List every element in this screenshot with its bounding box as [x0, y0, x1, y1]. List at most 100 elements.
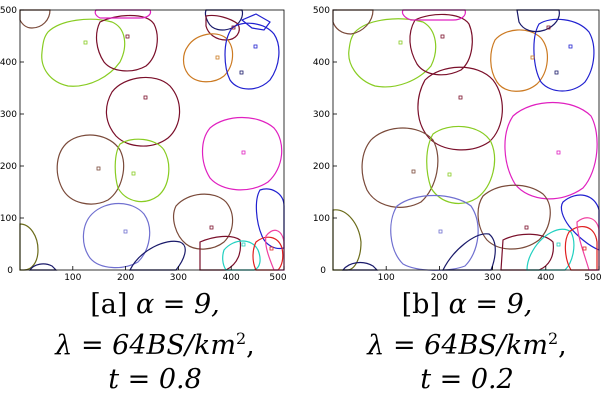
panel-a-caption-line2: λ = 64BS/km2,	[10, 322, 300, 363]
cell-outline	[390, 194, 479, 271]
x-tick-label: 200	[431, 273, 448, 283]
panel-b-alpha: α = 9,	[448, 289, 533, 320]
cell-outline	[361, 127, 439, 208]
cell-outline	[560, 194, 600, 251]
site-marker	[447, 172, 452, 177]
panel-a-axes-frame	[19, 9, 285, 271]
cell-outline	[332, 209, 362, 271]
site-marker	[398, 40, 403, 45]
site-marker	[241, 242, 246, 247]
panel-b-lambda-comma: ,	[558, 330, 567, 361]
cell-outline	[204, 9, 244, 31]
panel-a-cells	[19, 9, 285, 271]
cell-outline	[173, 193, 234, 250]
site-marker	[125, 34, 130, 39]
panel-b-caption: [b] α = 9, λ = 64BS/km2, t = 0.2	[322, 288, 603, 397]
panel-b: 100 200 300 400 500 0 100 200 300 400 500	[313, 6, 602, 283]
x-tick-label: 500	[269, 273, 286, 283]
panel-a: 100 200 300 400 500 0 100 200 300 400 500	[0, 6, 287, 283]
cell-outline	[105, 76, 181, 147]
cell-outline	[332, 9, 374, 35]
y-tick-label: 200	[0, 162, 17, 172]
cell-outline	[348, 18, 437, 88]
panel-b-lambda: λ = 64BS/km	[367, 330, 548, 361]
cell-outline	[426, 125, 496, 205]
site-marker	[524, 225, 529, 230]
x-tick-label: 300	[484, 273, 501, 283]
panel-a-caption-line3: t = 0.8	[10, 363, 300, 397]
panel-a-sites	[83, 25, 274, 251]
cell-outline	[500, 233, 554, 271]
cell-outline	[19, 223, 39, 271]
site-marker	[554, 70, 559, 75]
cell-outline	[252, 236, 284, 271]
origin-label: 0	[7, 266, 13, 276]
x-tick-label: 400	[223, 273, 240, 283]
cell-outline	[28, 263, 58, 271]
panel-b-lambda-exp: 2	[547, 329, 559, 348]
cell-outline	[199, 235, 242, 271]
site-marker	[556, 150, 561, 155]
cell-outline	[222, 240, 261, 271]
cell-outline	[114, 138, 170, 203]
y-tick-label: 200	[313, 162, 330, 172]
y-tick-label: 100	[0, 214, 17, 224]
y-tick-label: 400	[313, 58, 330, 68]
y-tick-label: 400	[0, 58, 17, 68]
panel-a-x-ticks: 100 200 300 400 500	[64, 266, 287, 283]
site-marker	[546, 25, 551, 30]
cell-outline	[533, 18, 595, 92]
y-tick-label: 300	[313, 110, 330, 120]
panel-a-caption-line1: [a] α = 9,	[10, 288, 300, 322]
cell-outline	[477, 184, 551, 250]
x-tick-label: 400	[537, 273, 554, 283]
cell-outline	[409, 13, 473, 76]
panel-b-x-ticks: 100 200 300 400 500	[378, 266, 602, 283]
site-marker	[123, 229, 128, 234]
cell-outline	[182, 33, 234, 83]
site-marker	[215, 55, 220, 60]
panel-a-caption: [a] α = 9, λ = 64BS/km2, t = 0.8	[10, 288, 300, 397]
panel-b-label: [b]	[401, 289, 449, 320]
site-marker	[440, 34, 445, 39]
site-marker	[143, 95, 148, 100]
panel-b-caption-line2: λ = 64BS/km2,	[322, 322, 603, 363]
site-marker	[458, 95, 463, 100]
panel-b-y-ticks: 0 100 200 300 400 500	[313, 6, 337, 276]
cell-outline	[490, 29, 548, 92]
site-marker	[253, 44, 258, 49]
cell-outline	[401, 9, 466, 21]
site-marker	[231, 25, 236, 30]
site-marker	[556, 242, 561, 247]
cell-outline	[240, 13, 271, 31]
panel-b-time: t = 0.2	[420, 364, 514, 395]
x-tick-label: 200	[117, 273, 134, 283]
panel-a-label: [a]	[90, 289, 136, 320]
panel-b-caption-line1: [b] α = 9,	[322, 288, 603, 322]
site-marker	[411, 169, 416, 174]
panel-a-lambda-exp: 2	[235, 329, 247, 348]
y-tick-label: 100	[313, 214, 330, 224]
cell-outline	[516, 9, 560, 33]
panel-a-alpha: α = 9,	[135, 289, 220, 320]
site-marker	[209, 225, 214, 230]
y-tick-label: 500	[313, 6, 330, 16]
x-tick-label: 100	[378, 273, 395, 283]
cell-outline	[41, 18, 126, 87]
cell-outline	[82, 203, 151, 269]
panel-a-y-ticks: 0 100 200 300 400 500	[0, 6, 24, 276]
site-marker	[568, 44, 573, 49]
site-marker	[83, 40, 88, 45]
y-tick-label: 300	[0, 110, 17, 120]
cell-outline	[442, 233, 496, 271]
site-marker	[131, 171, 136, 176]
cell-outline	[341, 261, 379, 271]
site-marker	[438, 229, 443, 234]
cell-outline	[224, 22, 280, 90]
cell-outline	[94, 9, 152, 19]
site-marker	[269, 246, 274, 251]
site-marker	[582, 246, 587, 251]
cell-outline	[129, 240, 186, 271]
panel-a-lambda: λ = 64BS/km	[55, 330, 236, 361]
